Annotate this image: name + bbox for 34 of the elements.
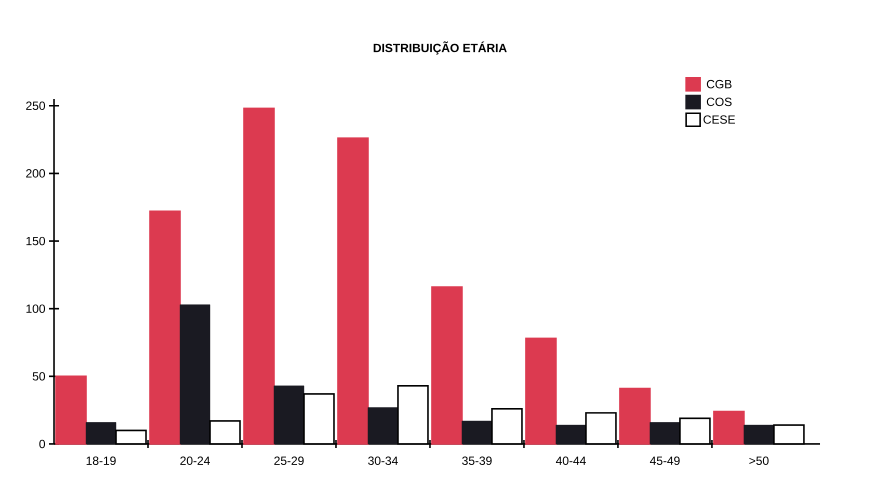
y-tick-label: 150	[26, 236, 46, 246]
bar	[86, 422, 116, 444]
y-tick-label: 0	[39, 440, 46, 448]
bar	[525, 338, 557, 445]
bar	[713, 410, 745, 445]
bar	[55, 376, 87, 445]
bar	[431, 286, 463, 445]
bar	[619, 388, 651, 445]
y-tick-label: 100	[26, 304, 46, 313]
x-tick-label: 30-34	[368, 456, 398, 465]
x-tick-label: 35-39	[462, 456, 492, 465]
x-tick-label: 25-29	[274, 456, 304, 465]
legend-label: CESE	[704, 115, 735, 124]
bar	[462, 420, 492, 444]
bar	[243, 108, 275, 445]
legend-label: CGB	[706, 80, 732, 88]
y-tick-label: 250	[26, 102, 46, 110]
bar	[180, 304, 210, 444]
legend-label: COS	[706, 98, 732, 106]
bar	[744, 424, 774, 444]
x-tick-label: 20-24	[180, 456, 210, 465]
x-tick-label: 18-19	[86, 456, 116, 465]
bar	[149, 210, 181, 445]
x-tick-label: 40-44	[556, 456, 586, 465]
bar	[650, 422, 680, 444]
x-tick-label: >50	[749, 456, 769, 465]
y-tick-label: 50	[32, 372, 46, 381]
bar	[274, 386, 304, 444]
y-tick-label: 200	[26, 169, 46, 178]
bar	[556, 424, 586, 444]
bar	[368, 407, 398, 444]
x-tick-label: 45-49	[650, 456, 680, 465]
chart-title: DISTRIBUIÇÃO ETÁRIA	[374, 41, 507, 55]
bar	[337, 137, 369, 445]
